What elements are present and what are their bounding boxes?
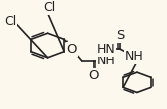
Text: Cl: Cl (43, 1, 55, 14)
Text: O: O (88, 69, 99, 82)
Text: HN: HN (97, 43, 115, 56)
Text: S: S (116, 29, 124, 42)
Text: NH: NH (97, 54, 115, 67)
Text: O: O (67, 43, 77, 56)
Text: NH: NH (125, 50, 144, 63)
Text: Cl: Cl (4, 15, 16, 28)
